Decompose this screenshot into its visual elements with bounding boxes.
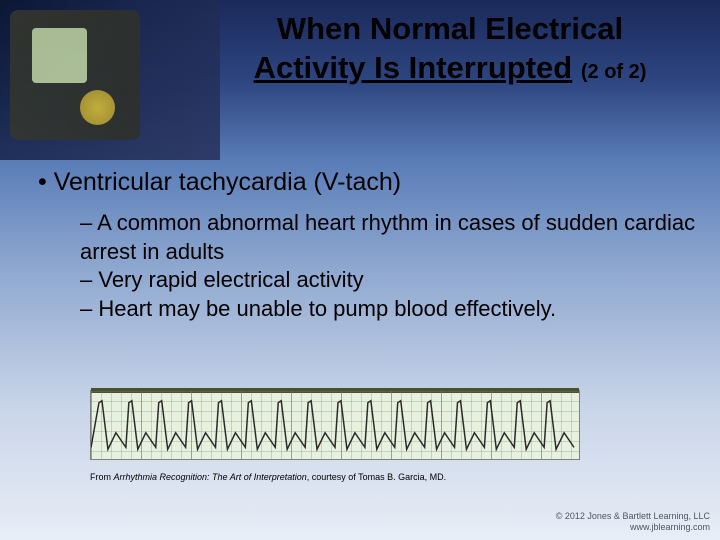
attribution-prefix: From — [90, 472, 114, 482]
aed-button-icon — [80, 90, 115, 125]
aed-device-image — [10, 10, 140, 140]
copyright-url: www.jblearning.com — [556, 522, 710, 534]
sub-bullet-3-text: Heart may be unable to pump blood effect… — [98, 296, 556, 321]
ecg-waveform — [91, 391, 579, 459]
sub-bullet-2-text: Very rapid electrical activity — [98, 267, 363, 292]
sub-bullet-2: – Very rapid electrical activity — [30, 266, 700, 295]
attribution-suffix: , courtesy of Tomas B. Garcia, MD. — [307, 472, 446, 482]
copyright-notice: © 2012 Jones & Bartlett Learning, LLC ww… — [556, 511, 710, 534]
copyright-line-1: © 2012 Jones & Bartlett Learning, LLC — [556, 511, 710, 523]
page-indicator: (2 of 2) — [581, 61, 647, 83]
title-line-2: Activity Is Interrupted — [254, 50, 573, 85]
image-attribution: From Arrhythmia Recognition: The Art of … — [90, 472, 446, 482]
main-bullet: • Ventricular tachycardia (V-tach) — [30, 168, 700, 197]
title-line-1: When Normal Electrical — [277, 11, 623, 46]
main-bullet-text: Ventricular tachycardia (V-tach) — [54, 168, 401, 196]
attribution-source: Arrhythmia Recognition: The Art of Inter… — [114, 472, 307, 482]
sub-bullet-1-text: A common abnormal heart rhythm in cases … — [80, 210, 695, 264]
content-area: • Ventricular tachycardia (V-tach) – A c… — [30, 168, 700, 323]
aed-screen — [32, 28, 87, 83]
header-photo-bg — [0, 0, 220, 160]
sub-bullet-3: – Heart may be unable to pump blood effe… — [30, 295, 700, 324]
ecg-rhythm-strip — [90, 390, 580, 460]
slide-title: When Normal Electrical Activity Is Inter… — [190, 10, 710, 88]
sub-bullet-1: – A common abnormal heart rhythm in case… — [30, 209, 700, 266]
